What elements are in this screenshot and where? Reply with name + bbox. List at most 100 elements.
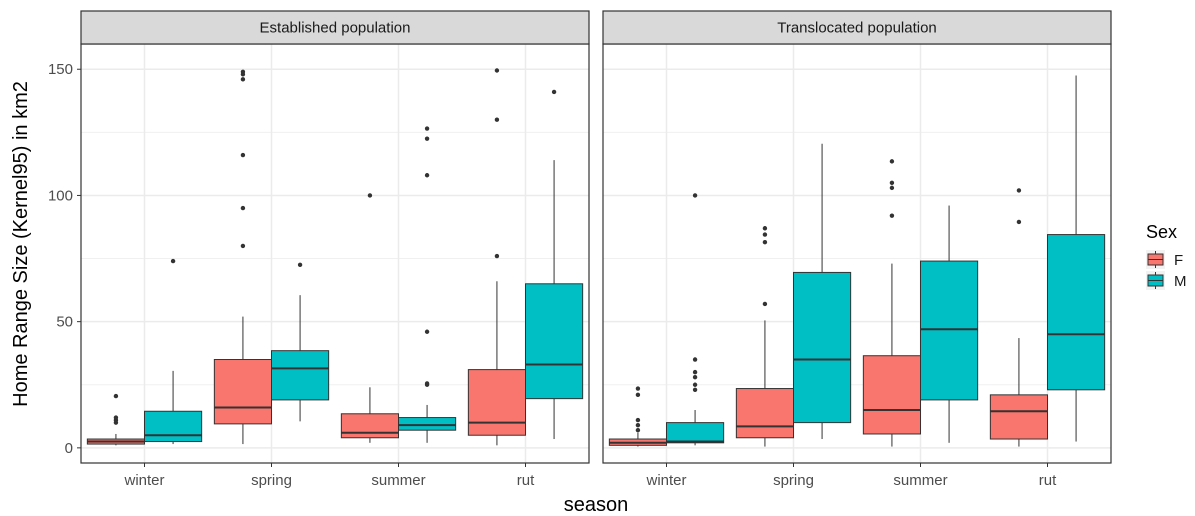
legend-title: Sex [1146,222,1177,242]
box-winter-F [608,386,667,447]
box-body [144,410,203,443]
y-tick-label: 0 [65,440,73,457]
legend-label: F [1174,252,1183,269]
box-rut-M [1047,75,1106,442]
legend-entries: FM [1146,250,1187,290]
outlier-point [692,193,698,198]
outlier-point [240,69,246,74]
outlier-point [889,185,895,191]
outlier-point [424,136,430,141]
panel-1: Established population [80,10,590,464]
strip-background [602,10,1112,45]
box-body [271,350,330,401]
box-body [793,271,852,424]
box-summer-M [920,205,979,443]
outlier-point [762,239,768,245]
box-body [1047,234,1106,391]
x-tick-label: summer [893,472,947,489]
outlier-point [240,152,246,158]
outlier-point [692,357,698,362]
strip-label: Translocated population [777,20,937,37]
outlier-point [889,213,895,218]
outlier-point [762,301,768,307]
outlier-point [494,68,500,73]
box-body [920,260,979,401]
box-winter-M [666,193,725,446]
outlier-point [635,422,641,428]
outlier-point [424,173,430,178]
legend: Sex FM [1146,222,1187,290]
panel-background [603,44,1111,463]
outlier-point [762,232,768,237]
box-rut-F [989,188,1048,447]
outlier-point [240,77,246,82]
x-axis: winter spring summer rut winter spring summer r… [123,463,1057,489]
box-body [340,413,400,439]
outlier-point [1016,188,1022,193]
box-body [862,355,921,435]
box-winter-F [86,393,145,446]
x-tick-label: summer [371,472,425,489]
box-body [398,417,457,431]
outlier-point [1016,219,1022,225]
outlier-point [170,258,176,264]
box-spring-F [213,69,273,445]
outlier-point [113,415,119,420]
outlier-point [551,89,557,95]
outlier-point [635,427,641,433]
legend-item-M: M [1146,271,1187,290]
x-tick-label: spring [251,472,292,489]
x-tick-label: spring [773,472,814,489]
box-body [525,283,584,400]
box-spring-M [271,262,330,422]
x-tick-label: winter [123,472,164,489]
box-body [213,359,273,425]
y-tick-label: 100 [48,187,73,204]
outlier-point [889,159,895,164]
box-body [666,422,725,444]
y-tick-label: 150 [48,61,73,78]
y-tick-label: 50 [56,314,73,331]
box-summer-M [398,126,457,443]
outlier-point [240,205,246,211]
x-tick-label: rut [517,472,535,489]
strip-background [80,10,590,45]
outlier-point [367,193,373,198]
outlier-point [692,387,698,393]
outlier-point [494,117,500,122]
outlier-point [297,262,303,268]
outlier-point [762,226,768,231]
box-spring-F [735,226,794,447]
outlier-point [635,417,641,423]
outlier-point [424,126,430,131]
box-rut-F [467,68,527,446]
box-body [735,388,794,439]
legend-item-F: F [1146,250,1183,269]
outlier-point [424,381,430,386]
outlier-point [635,386,641,391]
box-rut-M [525,89,584,440]
outlier-point [240,243,246,249]
outlier-point [424,329,430,334]
outlier-point [494,253,500,259]
outlier-point [635,392,641,398]
x-axis-title: season [564,494,629,516]
box-winter-M [144,258,203,445]
outlier-point [889,180,895,186]
panel-2: Translocated population [602,10,1112,464]
box-body [989,394,1048,440]
y-axis-title: Home Range Size (Kernel95) in km2 [10,81,32,407]
panels-layer: Established population Translocated popul… [80,10,1112,464]
box-summer-F [862,159,921,447]
box-body [467,369,527,436]
outlier-point [113,393,119,399]
y-axis: 0 50 100 150 [48,61,81,457]
strip-label: Established population [260,20,411,37]
x-tick-label: winter [645,472,686,489]
outlier-point [692,369,698,375]
box-spring-M [793,143,852,440]
legend-label: M [1174,273,1187,290]
outlier-point [692,382,698,387]
outlier-point [692,374,698,380]
